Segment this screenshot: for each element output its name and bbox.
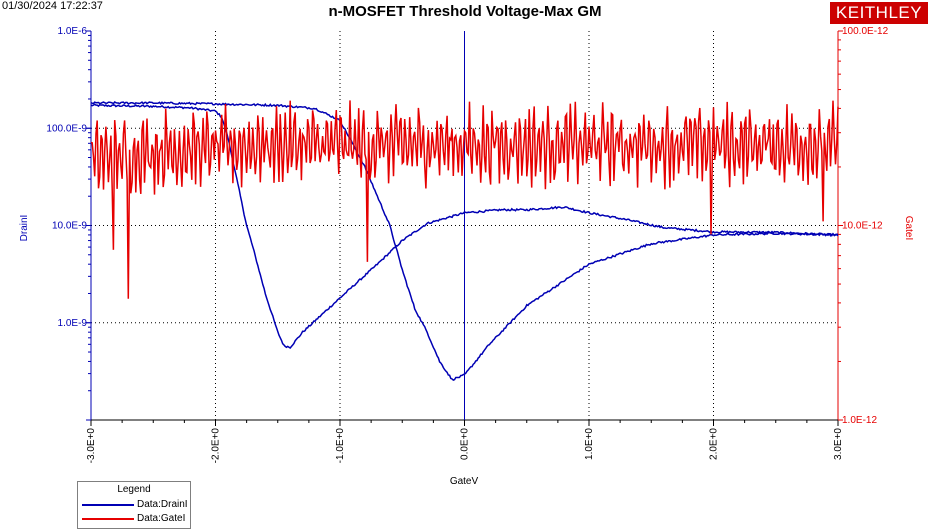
x-tick-labels: -3.0E+0 -2.0E+0 -1.0E+0 0.0E+0 1.0E+0 2.0E+0 3… bbox=[86, 428, 844, 464]
legend-item-gate: Data:GateI bbox=[82, 513, 188, 525]
drain-current-line bbox=[90, 101, 839, 381]
timestamp: 01/30/2024 17:22:37 bbox=[2, 0, 103, 12]
y-right-tick-labels: 100.0E-12 10.0E-12 1.0E-12 bbox=[842, 26, 889, 426]
y-right-tick-label: 10.0E-12 bbox=[842, 221, 883, 232]
x-tick-label: 3.0E+0 bbox=[833, 428, 844, 460]
grid-lines bbox=[91, 31, 838, 420]
legend-item-drain: Data:DrainI bbox=[82, 499, 188, 511]
chart-title: n-MOSFET Threshold Voltage-Max GM bbox=[328, 3, 602, 20]
x-tick-label: -1.0E+0 bbox=[335, 428, 346, 464]
x-tick-label: -2.0E+0 bbox=[211, 428, 222, 464]
y-left-axis-label: DrainI bbox=[19, 215, 30, 242]
legend-swatch-gate bbox=[82, 518, 134, 520]
legend: Legend Data:DrainI Data:GateI bbox=[77, 481, 191, 529]
x-axis-label: GateV bbox=[450, 476, 479, 487]
y-right-tick-label: 1.0E-12 bbox=[842, 415, 877, 426]
legend-label-gate: Data:GateI bbox=[137, 513, 186, 524]
y-left-tick-label: 1.0E-6 bbox=[58, 26, 88, 37]
x-tick-label: 0.0E+0 bbox=[460, 428, 471, 460]
y-left-tick-label: 1.0E-9 bbox=[58, 318, 88, 329]
legend-title: Legend bbox=[117, 484, 151, 495]
y-right-axis-label: GateI bbox=[903, 216, 914, 240]
axes bbox=[86, 30, 843, 426]
y-left-tick-labels: 1.0E-6 100.0E-9 10.0E-9 1.0E-9 bbox=[46, 26, 87, 329]
y-right-tick-label: 100.0E-12 bbox=[842, 26, 889, 37]
gate-current-line bbox=[90, 100, 839, 299]
y-left-tick-label: 10.0E-9 bbox=[52, 221, 87, 232]
legend-label-drain: Data:DrainI bbox=[137, 499, 188, 510]
series-lines bbox=[90, 100, 839, 381]
x-tick-label: 2.0E+0 bbox=[709, 428, 720, 460]
y-left-tick-label: 100.0E-9 bbox=[46, 123, 87, 134]
x-tick-label: 1.0E+0 bbox=[584, 428, 595, 460]
legend-swatch-drain bbox=[82, 504, 134, 506]
drain-current-line bbox=[90, 103, 839, 350]
keithley-logo: KEITHLEY bbox=[830, 2, 928, 24]
x-tick-label: -3.0E+0 bbox=[86, 428, 97, 464]
